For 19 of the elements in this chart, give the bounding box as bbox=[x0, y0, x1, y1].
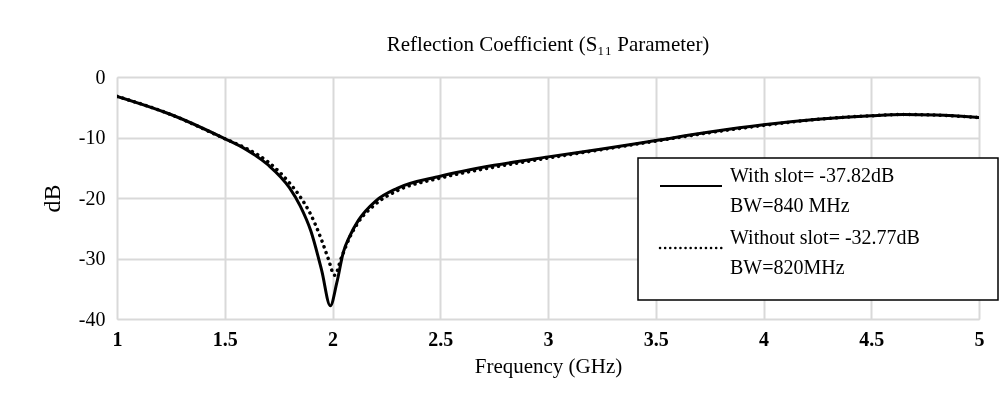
x-tick-label: 2.5 bbox=[428, 327, 454, 350]
x-tick-label: 1.5 bbox=[212, 327, 238, 350]
y-tick-label: -10 bbox=[78, 126, 106, 148]
x-tick-label: 1 bbox=[112, 327, 123, 350]
y-tick-label: 0 bbox=[95, 65, 106, 88]
x-tick-label: 4.5 bbox=[859, 327, 885, 350]
y-tick-label: -30 bbox=[78, 247, 106, 269]
x-tick-label: 3.5 bbox=[643, 327, 669, 350]
x-axis-title: Frequency (GHz) bbox=[474, 353, 623, 378]
chart-title: Reflection Coefficient (S₁₁ Parameter) bbox=[386, 32, 710, 56]
x-tick-label: 3 bbox=[543, 327, 554, 350]
y-axis-title: dB bbox=[38, 184, 65, 213]
legend-label: Without slot= -32.77dB BW=820MHz bbox=[730, 226, 920, 278]
legend-label: With slot= -37.82dB BW=840 MHz bbox=[730, 164, 895, 216]
y-tick-label: -40 bbox=[78, 307, 106, 330]
x-tick-label: 2 bbox=[328, 327, 338, 350]
y-tick-label: -20 bbox=[78, 186, 106, 209]
x-tick-label: 5 bbox=[974, 327, 985, 350]
x-tick-label: 4 bbox=[759, 327, 769, 350]
